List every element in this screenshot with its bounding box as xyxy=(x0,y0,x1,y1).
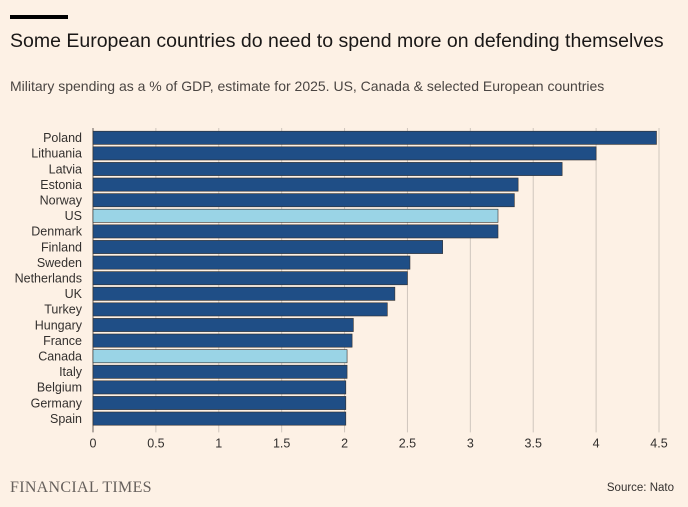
bars xyxy=(92,130,657,426)
bar-netherlands xyxy=(92,271,408,286)
bar-spain xyxy=(92,411,347,426)
bar-hungary xyxy=(92,318,354,332)
x-axis-tick-labels: 0 0.5 1 1.5 2 2.5 3 3.5 4 4.5 xyxy=(90,436,668,450)
category-label: Norway xyxy=(40,194,83,208)
category-label: Finland xyxy=(41,240,82,254)
category-label: Canada xyxy=(38,350,82,364)
category-label: Sweden xyxy=(37,256,82,270)
x-tick-label: 3.5 xyxy=(525,436,542,450)
x-tick-label: 4 xyxy=(593,436,600,450)
category-label: Italy xyxy=(59,365,83,379)
x-tick-label: 3 xyxy=(467,436,474,450)
category-label: Turkey xyxy=(44,303,82,317)
category-label: Latvia xyxy=(49,162,82,176)
source-note: Source: Nato xyxy=(606,482,674,494)
bar-norway xyxy=(92,193,515,208)
ft-logo: FINANCIAL TIMES xyxy=(10,479,152,496)
bar-lithuania xyxy=(92,146,597,161)
x-tick-label: 0 xyxy=(90,436,97,450)
bar-belgium xyxy=(92,380,347,395)
bar-us xyxy=(92,208,499,223)
bar-latvia xyxy=(92,162,563,176)
x-tick-label: 1 xyxy=(215,436,222,450)
category-label: Netherlands xyxy=(15,272,82,286)
x-tick-label: 0.5 xyxy=(147,436,164,450)
category-label: Belgium xyxy=(37,381,82,395)
brand-accent-bar xyxy=(10,15,68,19)
x-tick-label: 2 xyxy=(341,436,348,450)
category-label: US xyxy=(65,209,82,223)
category-label: Poland xyxy=(43,131,82,145)
bar-poland xyxy=(92,130,657,145)
category-label: Spain xyxy=(50,412,82,426)
chart-title: Some European countries do need to spend… xyxy=(10,30,664,52)
bar-estonia xyxy=(92,177,519,192)
bar-uk xyxy=(92,286,396,301)
category-label: Denmark xyxy=(31,225,82,239)
bar-italy xyxy=(92,364,348,379)
category-label: Lithuania xyxy=(31,147,82,161)
bar-denmark xyxy=(92,224,499,239)
x-tick-label: 4.5 xyxy=(650,436,667,450)
bar-france xyxy=(92,333,353,348)
bar-germany xyxy=(92,396,347,410)
category-label: Germany xyxy=(31,396,83,410)
category-label: France xyxy=(43,334,82,348)
chart-subtitle: Military spending as a % of GDP, estimat… xyxy=(10,78,605,94)
bar-sweden xyxy=(92,255,411,270)
category-label: Estonia xyxy=(40,178,82,192)
x-tick-label: 1.5 xyxy=(273,436,290,450)
category-label: UK xyxy=(65,287,83,301)
bar-finland xyxy=(92,240,443,254)
bar-turkey xyxy=(92,302,388,317)
category-label: Hungary xyxy=(35,318,83,332)
bar-canada xyxy=(92,349,348,364)
x-tick-label: 2.5 xyxy=(399,436,416,450)
